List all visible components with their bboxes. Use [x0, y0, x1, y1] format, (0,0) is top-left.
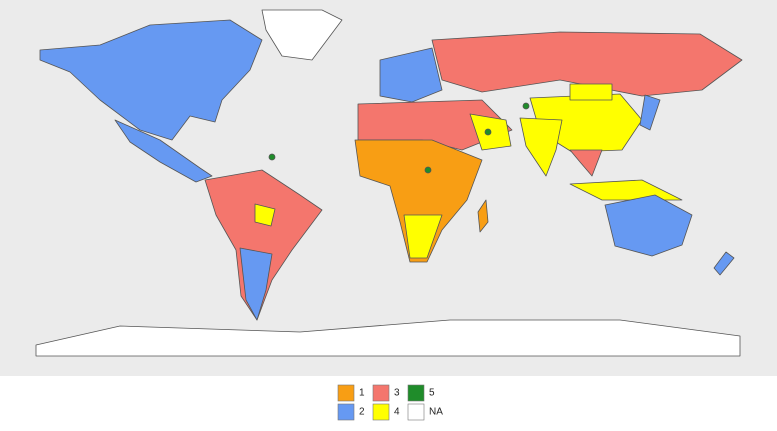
central-america — [114, 119, 213, 183]
southern-africa — [403, 214, 443, 259]
legend-key — [372, 403, 390, 421]
countries — [35, 9, 743, 357]
mongolia — [569, 83, 613, 101]
new-zealand — [713, 251, 735, 276]
legend-label: 5 — [429, 388, 435, 399]
greenland — [261, 9, 343, 61]
legend-key — [407, 384, 425, 402]
small-state — [484, 128, 492, 136]
legend-label: 2 — [359, 407, 365, 418]
legend-label: 4 — [394, 407, 400, 418]
legend-label: 3 — [394, 388, 400, 399]
legend-label: NA — [429, 407, 443, 418]
southeast-asia — [569, 149, 603, 177]
madagascar — [477, 199, 489, 233]
africa — [354, 139, 483, 263]
europe — [379, 47, 443, 103]
russia — [431, 31, 743, 97]
small-state — [268, 153, 276, 161]
legend-key — [372, 384, 390, 402]
australia — [604, 194, 693, 257]
small-state — [522, 102, 530, 110]
small-state — [424, 166, 432, 174]
antarctica — [35, 319, 741, 357]
india — [519, 117, 563, 177]
legend-key — [407, 403, 425, 421]
legend-key — [337, 384, 355, 402]
south-america — [204, 169, 323, 321]
north-america — [39, 19, 263, 141]
bolivia — [254, 203, 276, 227]
legend: 1 2 3 4 5 NA — [337, 384, 443, 421]
legend-label: 1 — [359, 388, 365, 399]
japan — [639, 94, 661, 131]
southern-cone — [239, 247, 273, 321]
legend-key — [337, 403, 355, 421]
